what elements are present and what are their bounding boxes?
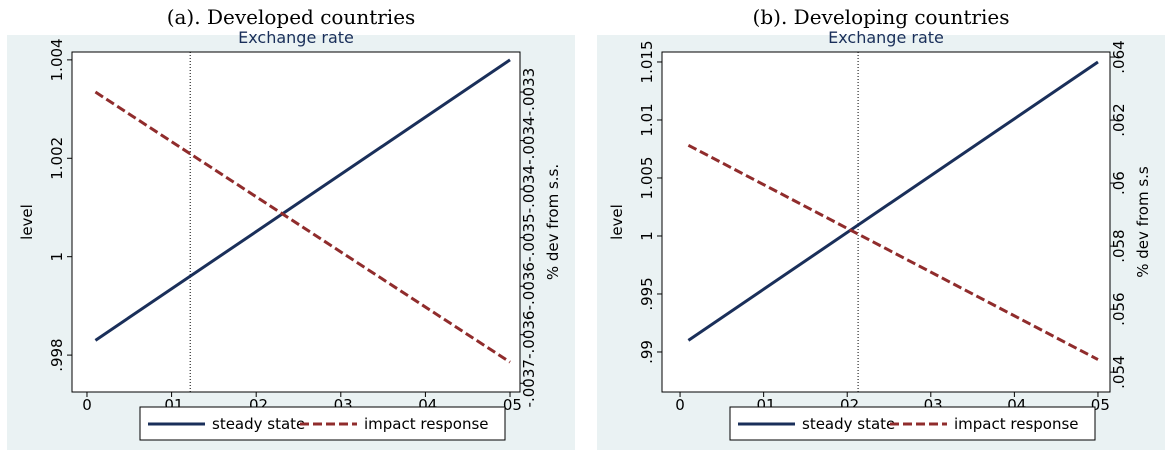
x-tick-label: 0 — [675, 396, 685, 414]
y-tick-label: .995 — [638, 277, 656, 310]
legend-label: impact response — [954, 415, 1079, 433]
y2-tick-label: -.0036 — [520, 311, 538, 359]
legend-label: impact response — [364, 415, 489, 433]
series-line — [94, 90, 511, 364]
series-line — [687, 143, 1099, 361]
y2-tick-label: .06 — [1110, 171, 1128, 195]
panel-title: (b). Developing countries — [753, 5, 1010, 29]
y-tick-label: 1 — [638, 231, 656, 241]
y2-tick-label: -.0033 — [520, 68, 538, 116]
y-tick-label: 1.01 — [638, 103, 656, 136]
series-line — [94, 58, 511, 342]
y-tick-label: 1.005 — [638, 157, 656, 200]
y2-tick-label: -.0034 — [520, 165, 538, 213]
y-tick-label: 1.015 — [638, 40, 656, 83]
x-tick-label: 0 — [82, 396, 92, 414]
y-tick-label: .99 — [638, 340, 656, 364]
y2-tick-label: .058 — [1110, 229, 1128, 262]
y-tick-label: 1.004 — [48, 38, 66, 81]
series-line — [687, 60, 1099, 342]
y2-tick-label: -.0036 — [520, 262, 538, 310]
y-tick-label: 1.002 — [48, 137, 66, 180]
legend-label: steady state — [212, 415, 305, 433]
y2-tick-label: .054 — [1110, 355, 1128, 388]
y-tick-label: 1 — [48, 252, 66, 262]
plot-title: Exchange rate — [828, 28, 944, 47]
y-axis-label: level — [608, 204, 626, 240]
legend-label: steady state — [802, 415, 895, 433]
y2-tick-label: -.0034 — [520, 116, 538, 164]
y-axis-label: level — [18, 204, 36, 240]
y2-tick-label: .064 — [1110, 40, 1128, 73]
plot-area — [661, 51, 1111, 393]
y2-tick-label: -.0037 — [520, 359, 538, 407]
panel-title: (a). Developed countries — [167, 5, 416, 29]
y-tick-label: .998 — [48, 338, 66, 371]
y2-tick-label: .056 — [1110, 292, 1128, 325]
plot-title: Exchange rate — [238, 28, 354, 47]
y2-axis-label: % dev from s.s. — [544, 164, 562, 280]
y2-tick-label: -.0035 — [520, 213, 538, 261]
y2-axis-label: % dev from s.s — [1134, 166, 1152, 278]
y2-tick-label: .062 — [1110, 103, 1128, 136]
